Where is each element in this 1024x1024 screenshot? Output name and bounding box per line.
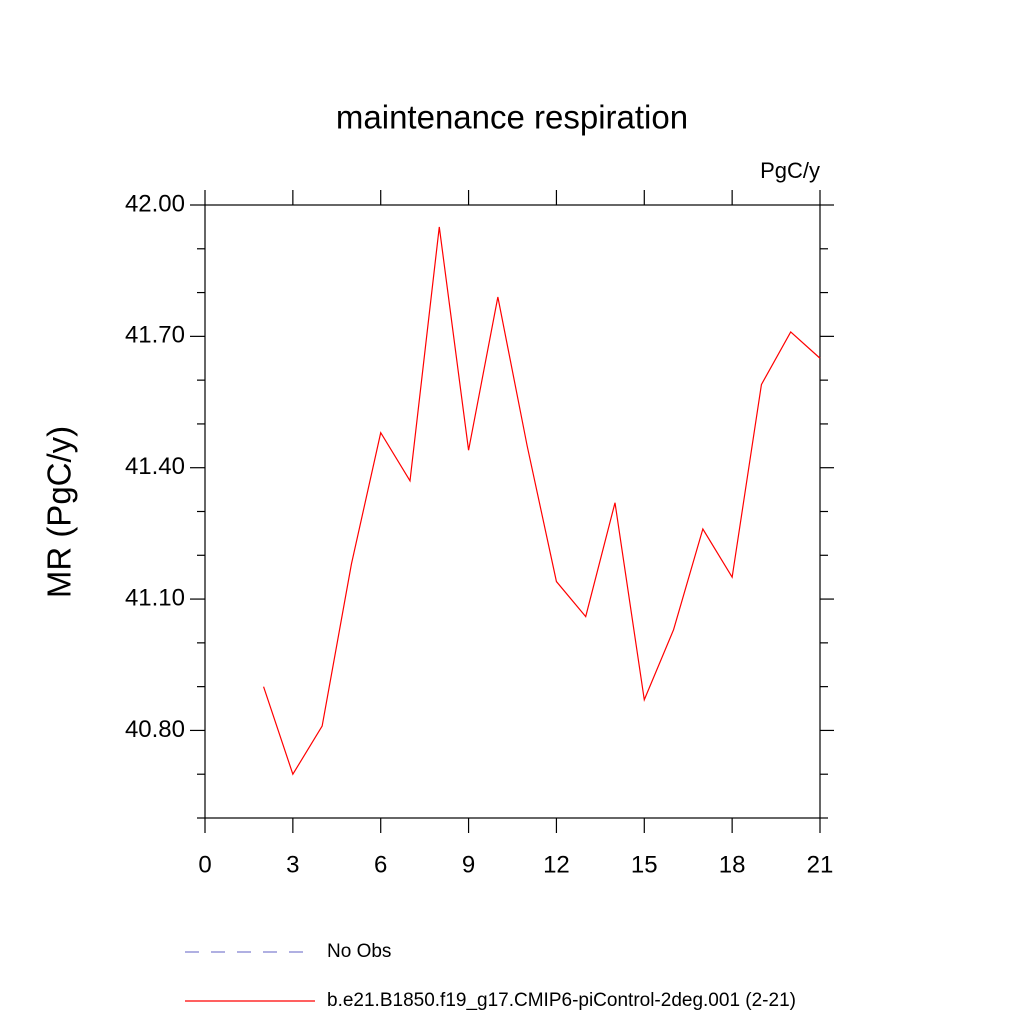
y-tick-label: 40.80 [125, 716, 185, 743]
x-tick-label: 21 [807, 851, 834, 878]
x-tick-label: 12 [543, 851, 570, 878]
y-axis-label: MR (PgC/y) [41, 426, 78, 598]
plot-frame [204, 204, 821, 819]
x-tick-label: 3 [286, 851, 299, 878]
x-tick-label: 9 [462, 851, 475, 878]
y-tick-label: 41.10 [125, 584, 185, 611]
legend-label: b.e21.B1850.f19_g17.CMIP6-piControl-2deg… [327, 990, 796, 1011]
x-tick-label: 15 [631, 851, 658, 878]
chart-title: maintenance respiration [336, 99, 688, 136]
x-tick-label: 0 [198, 851, 211, 878]
y-tick-label: 42.00 [125, 190, 185, 217]
legend-label: No Obs [327, 941, 391, 962]
y-tick-label: 41.70 [125, 322, 185, 349]
y-tick-label: 41.40 [125, 453, 185, 480]
x-tick-label: 18 [719, 851, 746, 878]
units-label: PgC/y [760, 158, 820, 183]
x-tick-label: 6 [374, 851, 387, 878]
data-line [263, 226, 821, 776]
